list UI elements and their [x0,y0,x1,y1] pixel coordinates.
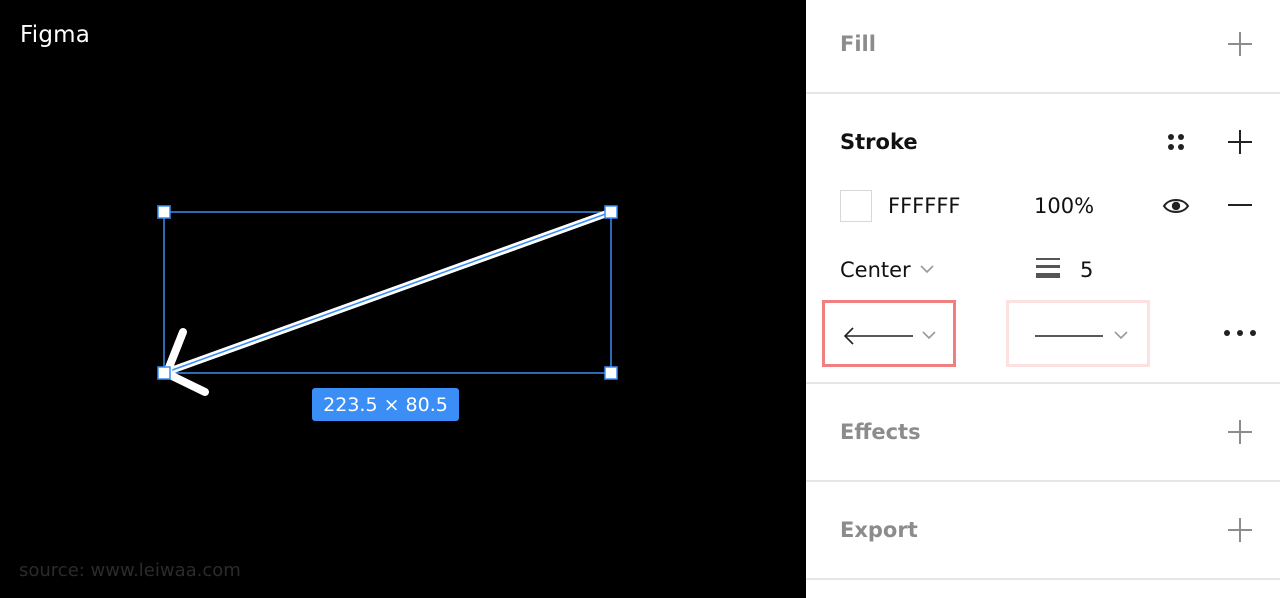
arrow-line-selection [163,211,612,374]
canvas-drawing[interactable] [0,0,806,598]
fill-title: Fill [840,32,876,56]
arrowhead-stroke-lower [164,370,209,396]
stroke-color-swatch[interactable] [840,190,872,222]
resize-handle-bottom-left[interactable] [157,366,171,380]
stroke-weight-input[interactable]: 5 [1080,258,1094,282]
stroke-section: Stroke FFFFFF 100% Center 5 [806,94,1280,384]
fill-section: Fill [806,0,1280,94]
add-export-button[interactable] [1228,518,1252,542]
stroke-color-hex-input[interactable]: FFFFFF [888,194,961,218]
export-section: Export [806,482,1280,580]
arrowhead-stroke-upper [164,328,187,374]
resize-handle-top-left[interactable] [157,205,171,219]
add-fill-button[interactable] [1228,32,1252,56]
properties-panel: Fill Stroke FFFFFF 100% Center 5 [806,0,1280,598]
more-options-icon[interactable] [1224,330,1256,336]
arrow-left-line-icon [843,327,936,345]
chevron-down-icon[interactable] [920,264,934,274]
app-logo: Figma [20,22,91,48]
stroke-opacity-input[interactable]: 100% [1034,194,1095,218]
stroke-title: Stroke [840,130,918,154]
resize-handle-top-right[interactable] [604,205,618,219]
start-point-select[interactable] [822,300,956,367]
canvas[interactable]: Figma 223.5 × 80.5 source: www.leiwaa.co… [0,0,806,598]
style-library-icon[interactable] [1164,130,1188,154]
dimension-badge: 223.5 × 80.5 [312,388,459,421]
eye-icon[interactable] [1162,194,1190,218]
stroke-weight-icon [1036,258,1060,282]
end-point-select[interactable] [1006,300,1150,367]
add-effect-button[interactable] [1228,420,1252,444]
watermark: source: www.leiwaa.com [19,560,241,581]
selection-bounding-box [163,211,612,374]
line-end-none-icon [1035,331,1128,340]
add-stroke-button[interactable] [1228,130,1252,154]
effects-section: Effects [806,384,1280,482]
effects-title: Effects [840,420,921,444]
resize-handle-bottom-right[interactable] [604,366,618,380]
stroke-align-select[interactable]: Center [840,258,911,282]
export-title: Export [840,518,918,542]
remove-stroke-button[interactable] [1228,204,1252,206]
